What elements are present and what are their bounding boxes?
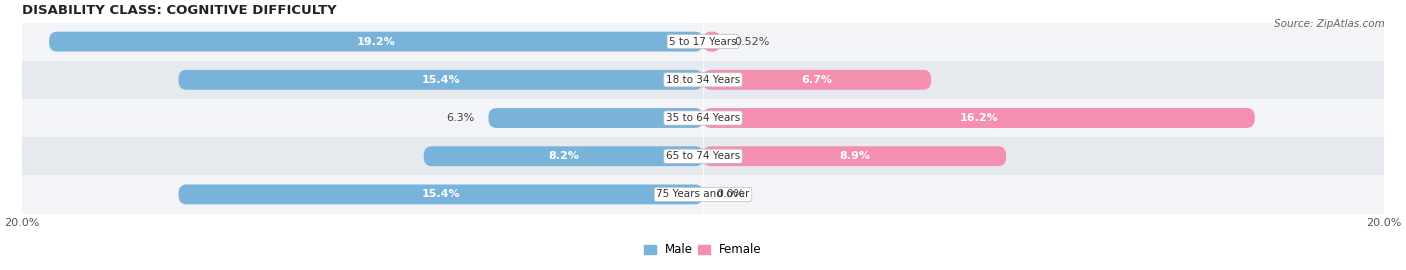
Text: 0.0%: 0.0%: [717, 190, 745, 200]
Text: 19.2%: 19.2%: [357, 37, 395, 47]
Text: 35 to 64 Years: 35 to 64 Years: [666, 113, 740, 123]
Bar: [22, 137, 1384, 175]
Legend: Male, Female: Male, Female: [640, 239, 766, 261]
Bar: [22, 61, 1384, 99]
Text: 0.52%: 0.52%: [734, 37, 769, 47]
FancyBboxPatch shape: [423, 146, 703, 166]
FancyBboxPatch shape: [703, 70, 931, 90]
Text: 15.4%: 15.4%: [422, 75, 460, 85]
FancyBboxPatch shape: [49, 32, 703, 52]
Text: 5 to 17 Years: 5 to 17 Years: [669, 37, 737, 47]
FancyBboxPatch shape: [179, 70, 703, 90]
FancyBboxPatch shape: [488, 108, 703, 128]
Bar: [22, 22, 1384, 61]
Bar: [22, 99, 1384, 137]
Text: 18 to 34 Years: 18 to 34 Years: [666, 75, 740, 85]
Bar: [22, 175, 1384, 214]
FancyBboxPatch shape: [703, 146, 1007, 166]
Text: 6.7%: 6.7%: [801, 75, 832, 85]
FancyBboxPatch shape: [703, 108, 1254, 128]
Text: 6.3%: 6.3%: [447, 113, 475, 123]
FancyBboxPatch shape: [179, 184, 703, 204]
Text: 15.4%: 15.4%: [422, 190, 460, 200]
Text: DISABILITY CLASS: COGNITIVE DIFFICULTY: DISABILITY CLASS: COGNITIVE DIFFICULTY: [22, 4, 336, 17]
Text: 65 to 74 Years: 65 to 74 Years: [666, 151, 740, 161]
Text: Source: ZipAtlas.com: Source: ZipAtlas.com: [1274, 19, 1385, 29]
Text: 8.2%: 8.2%: [548, 151, 579, 161]
Text: 16.2%: 16.2%: [959, 113, 998, 123]
FancyBboxPatch shape: [703, 32, 721, 52]
Text: 8.9%: 8.9%: [839, 151, 870, 161]
Text: 75 Years and over: 75 Years and over: [657, 190, 749, 200]
